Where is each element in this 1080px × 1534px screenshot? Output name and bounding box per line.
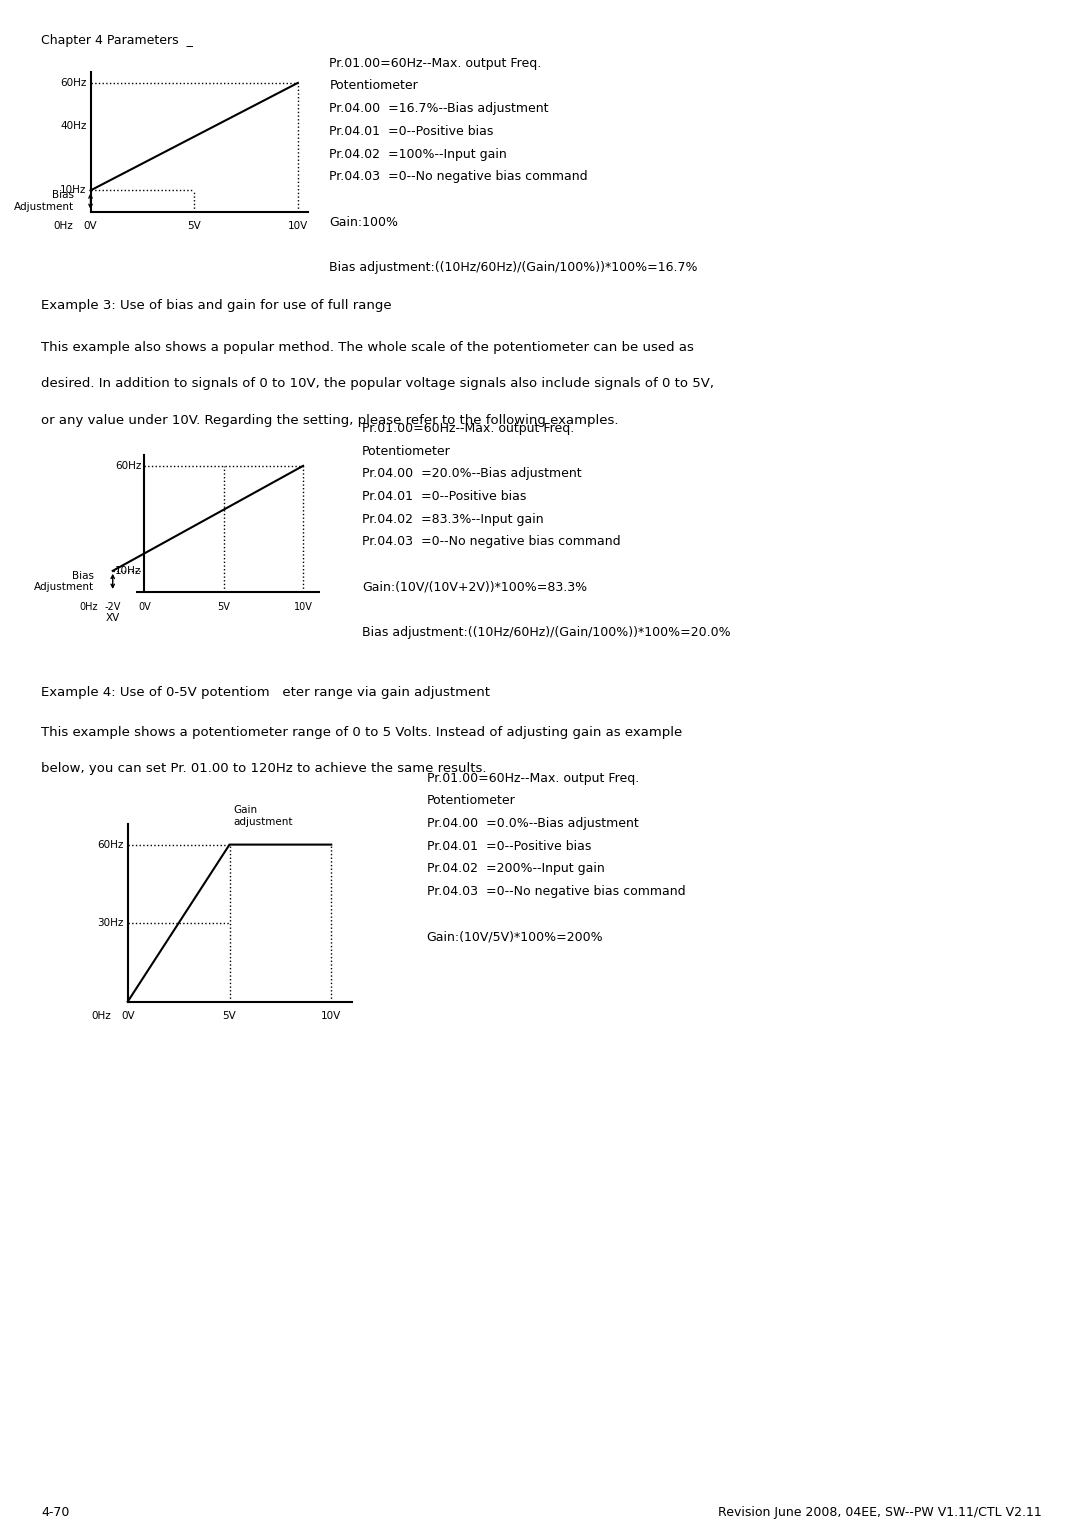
Text: Bias
Adjustment: Bias Adjustment — [14, 190, 73, 212]
Text: Gain
adjustment: Gain adjustment — [233, 805, 293, 827]
Text: Gain:(10V/5V)*100%=200%: Gain:(10V/5V)*100%=200% — [427, 931, 604, 943]
Text: 60Hz: 60Hz — [114, 460, 141, 471]
Text: This example also shows a popular method. The whole scale of the potentiometer c: This example also shows a popular method… — [41, 341, 694, 353]
Text: Pr.04.00  =0.0%--Bias adjustment: Pr.04.00 =0.0%--Bias adjustment — [427, 818, 638, 830]
Text: 60Hz: 60Hz — [97, 839, 123, 850]
Text: desired. In addition to signals of 0 to 10V, the popular voltage signals also in: desired. In addition to signals of 0 to … — [41, 377, 714, 390]
Text: Pr.04.00  =20.0%--Bias adjustment: Pr.04.00 =20.0%--Bias adjustment — [362, 468, 581, 480]
Text: 0V: 0V — [138, 603, 151, 612]
Text: 0V: 0V — [83, 221, 97, 230]
Text: Bias adjustment:((10Hz/60Hz)/(Gain/100%))*100%=16.7%: Bias adjustment:((10Hz/60Hz)/(Gain/100%)… — [329, 261, 698, 275]
Text: Chapter 4 Parameters  _: Chapter 4 Parameters _ — [41, 34, 193, 46]
Text: below, you can set Pr. 01.00 to 120Hz to achieve the same results.: below, you can set Pr. 01.00 to 120Hz to… — [41, 762, 486, 775]
Text: Pr.04.00  =16.7%--Bias adjustment: Pr.04.00 =16.7%--Bias adjustment — [329, 103, 549, 115]
Text: 0V: 0V — [121, 1011, 135, 1020]
Text: Gain:100%: Gain:100% — [329, 216, 399, 229]
Text: 0Hz: 0Hz — [80, 603, 98, 612]
Text: 5V: 5V — [217, 603, 230, 612]
Text: Pr.04.03  =0--No negative bias command: Pr.04.03 =0--No negative bias command — [329, 170, 588, 183]
Text: 10V: 10V — [321, 1011, 341, 1020]
Text: 10V: 10V — [294, 603, 312, 612]
Text: 60Hz: 60Hz — [60, 78, 86, 87]
Text: 0Hz: 0Hz — [92, 1011, 111, 1020]
Text: Pr.04.01  =0--Positive bias: Pr.04.01 =0--Positive bias — [362, 489, 526, 503]
Text: Pr.04.02  =100%--Input gain: Pr.04.02 =100%--Input gain — [329, 147, 508, 161]
Text: Pr.04.01  =0--Positive bias: Pr.04.01 =0--Positive bias — [427, 839, 591, 853]
Text: Revision June 2008, 04EE, SW--PW V1.11/CTL V2.11: Revision June 2008, 04EE, SW--PW V1.11/C… — [718, 1506, 1042, 1519]
Text: 30Hz: 30Hz — [97, 919, 123, 928]
Text: 5V: 5V — [222, 1011, 237, 1020]
Text: Pr.04.01  =0--Positive bias: Pr.04.01 =0--Positive bias — [329, 124, 494, 138]
Text: 10Hz: 10Hz — [114, 566, 141, 575]
Text: Potentiometer: Potentiometer — [362, 445, 450, 457]
Text: Potentiometer: Potentiometer — [329, 80, 418, 92]
Text: Bias
Adjustment: Bias Adjustment — [33, 571, 94, 592]
Text: XV: XV — [106, 614, 120, 623]
Text: Pr.01.00=60Hz--Max. output Freq.: Pr.01.00=60Hz--Max. output Freq. — [329, 57, 542, 69]
Text: 10V: 10V — [287, 221, 308, 230]
Text: Pr.04.03  =0--No negative bias command: Pr.04.03 =0--No negative bias command — [362, 535, 620, 548]
Text: Pr.04.02  =83.3%--Input gain: Pr.04.02 =83.3%--Input gain — [362, 512, 543, 526]
Text: Gain:(10V/(10V+2V))*100%=83.3%: Gain:(10V/(10V+2V))*100%=83.3% — [362, 581, 586, 594]
Text: 40Hz: 40Hz — [60, 121, 86, 130]
Text: -2V: -2V — [105, 603, 121, 612]
Text: Example 3: Use of bias and gain for use of full range: Example 3: Use of bias and gain for use … — [41, 299, 392, 311]
Text: Pr.04.02  =200%--Input gain: Pr.04.02 =200%--Input gain — [427, 862, 605, 876]
Text: Pr.01.00=60Hz--Max. output Freq.: Pr.01.00=60Hz--Max. output Freq. — [362, 422, 575, 434]
Text: Potentiometer: Potentiometer — [427, 795, 515, 807]
Text: Example 4: Use of 0-5V potentiom   eter range via gain adjustment: Example 4: Use of 0-5V potentiom eter ra… — [41, 686, 490, 698]
Text: 0Hz: 0Hz — [54, 221, 73, 230]
Text: 5V: 5V — [187, 221, 201, 230]
Text: Pr.01.00=60Hz--Max. output Freq.: Pr.01.00=60Hz--Max. output Freq. — [427, 772, 639, 784]
Text: Bias adjustment:((10Hz/60Hz)/(Gain/100%))*100%=20.0%: Bias adjustment:((10Hz/60Hz)/(Gain/100%)… — [362, 626, 730, 640]
Text: This example shows a potentiometer range of 0 to 5 Volts. Instead of adjusting g: This example shows a potentiometer range… — [41, 726, 683, 738]
Text: Pr.04.03  =0--No negative bias command: Pr.04.03 =0--No negative bias command — [427, 885, 685, 897]
Text: or any value under 10V. Regarding the setting, please refer to the following exa: or any value under 10V. Regarding the se… — [41, 414, 619, 426]
Text: 10Hz: 10Hz — [60, 186, 86, 195]
Text: 4-70: 4-70 — [41, 1506, 69, 1519]
